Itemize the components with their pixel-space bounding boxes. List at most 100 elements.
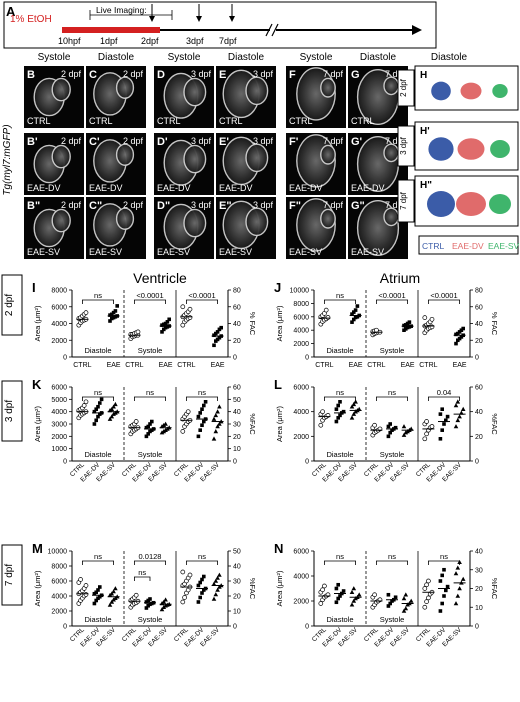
- data-point: [320, 587, 325, 593]
- data-point: [107, 602, 113, 607]
- imaging-arrow-2dpf: [149, 4, 155, 22]
- micrograph-letter: D": [157, 200, 170, 212]
- data-point: [453, 403, 459, 408]
- timeline-arrowhead: [412, 25, 422, 35]
- section-label: Systole: [380, 615, 405, 624]
- micrograph-cell: F" 7 dpf EAE-SV: [286, 197, 346, 259]
- data-point: [217, 404, 222, 409]
- data-point: [455, 565, 461, 570]
- data-point: [211, 436, 217, 441]
- panel-label: N: [274, 541, 283, 556]
- data-point: [442, 567, 446, 572]
- diagram-panel: H" 7 dpf: [397, 175, 519, 227]
- micrograph-cell: B 2 dpf CTRL: [24, 66, 84, 128]
- eae-dv-shape: [460, 82, 482, 100]
- data-point: [349, 602, 355, 607]
- data-point: [213, 412, 219, 418]
- data-point: [422, 604, 428, 610]
- data-point: [353, 315, 358, 320]
- data-point: [438, 412, 443, 416]
- y-tick-label: 2000: [293, 434, 309, 441]
- column-header: Diastole: [228, 52, 265, 63]
- data-point: [98, 401, 102, 405]
- data-point: [215, 424, 220, 429]
- y2-tick-label: 30: [233, 422, 241, 429]
- significance-label: ns: [336, 388, 344, 397]
- data-point: [109, 591, 115, 596]
- data-point: [403, 592, 409, 597]
- y2-tick-label: 0: [475, 459, 479, 466]
- data-point: [408, 598, 414, 603]
- data-point: [355, 304, 360, 308]
- micrograph-letter: G": [351, 200, 365, 212]
- y2-axis-label: %FAC: [490, 413, 499, 435]
- data-point: [341, 409, 346, 414]
- data-point: [83, 399, 89, 405]
- significance-label: 0.0128: [139, 552, 162, 561]
- micrograph-group: EAE-DV: [289, 183, 323, 193]
- micrograph-cell: E" 3 dpf EAE-SV: [216, 197, 276, 259]
- data-point: [200, 407, 204, 411]
- data-point: [336, 403, 340, 408]
- data-point: [180, 599, 186, 605]
- micrograph-age: 7 dpf: [385, 69, 406, 79]
- y-tick-label: 6000: [51, 385, 67, 392]
- data-point: [442, 594, 446, 598]
- data-point: [133, 592, 139, 598]
- data-point: [81, 403, 87, 408]
- ctrl-shape: [431, 81, 451, 101]
- micrograph-age: 3 dpf: [253, 136, 274, 146]
- data-point: [455, 593, 461, 598]
- significance-label: <0.0001: [136, 291, 163, 300]
- micrograph-cell: D 3 dpf CTRL: [154, 66, 214, 128]
- y2-tick-label: 20: [475, 434, 483, 441]
- data-point: [92, 409, 97, 414]
- data-point: [196, 414, 201, 419]
- y-tick-label: 2000: [293, 599, 309, 606]
- y-tick-label: 8000: [51, 564, 67, 571]
- y-axis-label: Area (μm²): [275, 305, 284, 341]
- data-point: [135, 329, 141, 335]
- micrograph-age: 3 dpf: [191, 200, 212, 210]
- data-point: [187, 572, 193, 578]
- y-tick-label: 2000: [51, 609, 67, 616]
- data-point: [92, 591, 97, 596]
- y-tick-label: 6000: [51, 304, 67, 311]
- data-point: [334, 419, 339, 424]
- significance-bracket: [428, 396, 460, 401]
- data-point: [424, 599, 429, 604]
- significance-bracket: [324, 299, 356, 304]
- micrograph-group: EAE-DV: [89, 183, 123, 193]
- data-point: [401, 608, 407, 613]
- time-point-2dpf: 2dpf: [141, 36, 159, 46]
- data-point: [213, 578, 219, 583]
- x-tick-label: CTRL: [177, 362, 195, 369]
- legend-frame: [418, 235, 519, 255]
- ctrl-shape: [428, 137, 454, 161]
- significance-label: <0.0001: [430, 291, 457, 300]
- data-point: [159, 607, 165, 612]
- diagram-age-tab: 3 dpf: [397, 125, 415, 167]
- data-point: [94, 598, 98, 603]
- micrograph-letter: E: [219, 69, 226, 81]
- timeline-panel: A 1% EtOH Live Imaging: 10hpf 1dpf 2dpf: [3, 1, 437, 49]
- data-point: [401, 432, 407, 437]
- data-point: [198, 580, 202, 585]
- y-tick-label: 4000: [293, 328, 309, 335]
- data-point: [453, 424, 459, 429]
- diagram-legend: CTRL EAE-DV EAE-SV: [418, 235, 520, 255]
- column-title-atrium: Atrium: [380, 270, 420, 286]
- data-point: [426, 578, 431, 584]
- data-point: [457, 414, 462, 419]
- ctrl-shape: [427, 191, 455, 217]
- micrograph-group: EAE-SV: [351, 247, 384, 257]
- significance-label: ns: [94, 552, 102, 561]
- x-tick-label: CTRL: [315, 362, 333, 369]
- micrograph-age: 2 dpf: [123, 136, 144, 146]
- micrograph-cell: C 2 dpf CTRL: [86, 66, 146, 128]
- y2-axis-label: %FAC: [248, 413, 257, 435]
- y2-axis-label: % FAC: [248, 312, 257, 336]
- micrograph-cell: B" 2 dpf EAE-SV: [24, 197, 84, 259]
- data-point: [386, 424, 391, 429]
- data-point: [353, 399, 358, 404]
